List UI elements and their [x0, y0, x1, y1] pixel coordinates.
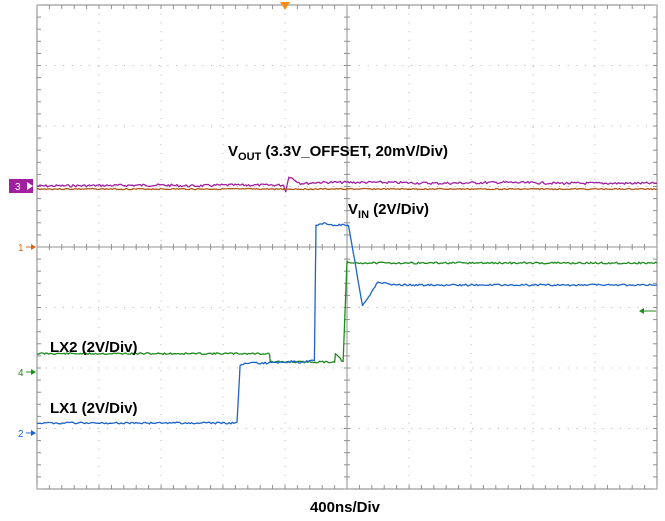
vout-label-sub: OUT	[238, 151, 262, 163]
vin-label-rest: (2V/Div)	[369, 201, 429, 218]
trigger-position-marker	[280, 2, 290, 10]
trigger-level-arrow	[639, 308, 644, 314]
channel-marker-label: 2	[18, 429, 24, 440]
svg-text:VOUT (3.3V_OFFSET, 20mV/Div): VOUT (3.3V_OFFSET, 20mV/Div)	[228, 143, 448, 163]
vout-label-rest: (3.3V_OFFSET, 20mV/Div)	[261, 143, 448, 160]
channel-markers: 3 1 4 2	[9, 2, 656, 440]
channel-marker-label: 4	[18, 368, 24, 379]
channel-marker-arrow	[31, 430, 36, 436]
vin-label-sub: IN	[358, 209, 369, 221]
trace-1	[36, 187, 658, 191]
vout-label-main: V	[228, 143, 238, 160]
channel-marker-label: 1	[18, 243, 24, 254]
waveform-traces	[36, 176, 658, 425]
channel-marker-label: 3	[15, 182, 21, 193]
lx2-label: LX2 (2V/Div)	[50, 339, 138, 356]
trace-3	[36, 222, 658, 425]
trace-2	[36, 260, 658, 364]
plot-grid	[36, 4, 658, 490]
channel-marker-arrow	[31, 369, 36, 375]
lx1-label: LX1 (2V/Div)	[50, 400, 138, 417]
svg-text:VIN (2V/Div): VIN (2V/Div)	[348, 201, 429, 221]
channel-marker-arrow	[27, 182, 33, 190]
x-axis-label: 400ns/Div	[310, 499, 381, 516]
trace-0	[36, 176, 658, 193]
channel-marker-arrow	[31, 244, 36, 250]
vin-label-main: V	[348, 201, 358, 218]
vout-label: VOUT (3.3V_OFFSET, 20mV/Div)	[228, 143, 448, 163]
vin-label: VIN (2V/Div)	[348, 201, 429, 221]
